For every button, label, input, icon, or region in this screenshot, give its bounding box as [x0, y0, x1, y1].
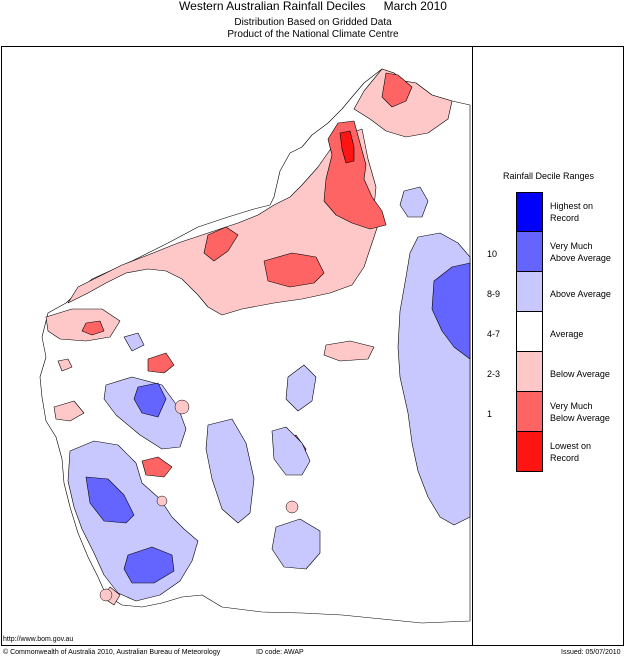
dot-below-average-4	[99, 588, 113, 602]
legend-swatch-highest-on-record	[516, 192, 543, 232]
region-below-average-kimberley	[353, 68, 453, 138]
region-below-average-west-coast	[45, 308, 121, 342]
dot-below-average-2	[156, 495, 168, 507]
title-text: Western Australian Rainfall Deciles	[179, 0, 366, 13]
region-above-average-central	[285, 364, 317, 412]
region-below-average-islet	[57, 358, 73, 372]
legend-label-average: Average	[550, 329, 584, 339]
footer-id-code: ID code: AWAP	[256, 649, 304, 656]
region-above-average-goldfields	[205, 418, 255, 524]
region-below-average-central	[323, 340, 375, 362]
map-frame	[1, 46, 624, 646]
dot-below-average-1	[174, 399, 190, 415]
legend-decile-10: 10	[487, 249, 498, 259]
legend-decile-1: 1	[487, 409, 493, 419]
legend-title: Rainfall Decile Ranges	[502, 171, 595, 181]
region-below-average-gascoyne	[53, 400, 85, 422]
region-very-much-below-average-west	[81, 320, 105, 336]
legend-swatch-average	[516, 312, 543, 352]
legend-label-highest-on-record: Highest on Record	[550, 201, 594, 223]
region-above-average-south	[271, 518, 321, 570]
region-very-much-above-average-southwest	[85, 476, 135, 524]
region-above-average-small	[123, 332, 145, 352]
subtitle-product: Product of the National Climate Centre	[227, 29, 399, 40]
footer-url[interactable]: http://www.bom.gov.au	[3, 636, 74, 643]
map-title: Western Australian Rainfall Deciles March…	[0, 0, 626, 12]
dot-below-average-3	[285, 500, 299, 514]
region-lowest-on-record	[339, 130, 355, 164]
region-very-much-below-average-pilbara	[263, 252, 325, 288]
legend-swatch-above-average	[516, 272, 543, 312]
region-above-average-interior	[271, 426, 311, 476]
legend-swatch-below-average	[516, 352, 543, 392]
rainfall-decile-map	[39, 68, 471, 624]
legend-swatch-very-much-above-average	[516, 232, 543, 272]
region-very-much-below-average-northwest	[203, 226, 239, 262]
region-very-much-above-average-south	[123, 546, 175, 584]
region-very-much-above-average-midwest	[133, 382, 167, 418]
footer-issued: Issued: 05/07/2010	[561, 649, 621, 656]
legend-swatch-very-much-below-average	[516, 392, 543, 432]
region-very-much-below-average-north	[323, 120, 387, 230]
region-very-much-below-average-wheatbelt	[141, 456, 173, 478]
region-above-average-northeast	[399, 186, 429, 218]
legend-divider	[472, 46, 473, 646]
region-very-much-above-average-east	[431, 262, 471, 360]
legend-decile-2-3: 2-3	[487, 369, 501, 379]
legend-label-very-much-above-average: Very Much Above Average	[550, 241, 611, 263]
footer-copyright: © Commonwealth of Australia 2010, Austra…	[3, 649, 221, 656]
legend-label-very-much-below-average: Very Much Below Average	[550, 401, 610, 423]
legend-label-below-average: Below Average	[550, 369, 610, 379]
region-very-much-below-average-midwest	[147, 352, 175, 374]
legend-decile-8-9: 8-9	[487, 289, 501, 299]
legend-decile-4-7: 4-7	[487, 329, 501, 339]
title-period: March 2010	[383, 0, 447, 13]
subtitle-distribution: Distribution Based on Gridded Data	[234, 17, 392, 28]
legend-label-above-average: Above Average	[550, 289, 611, 299]
region-very-much-below-average-kimberley	[381, 72, 413, 108]
legend-swatch-lowest-on-record	[516, 432, 543, 472]
legend-label-lowest-on-record: Lowest on Record	[550, 441, 592, 463]
